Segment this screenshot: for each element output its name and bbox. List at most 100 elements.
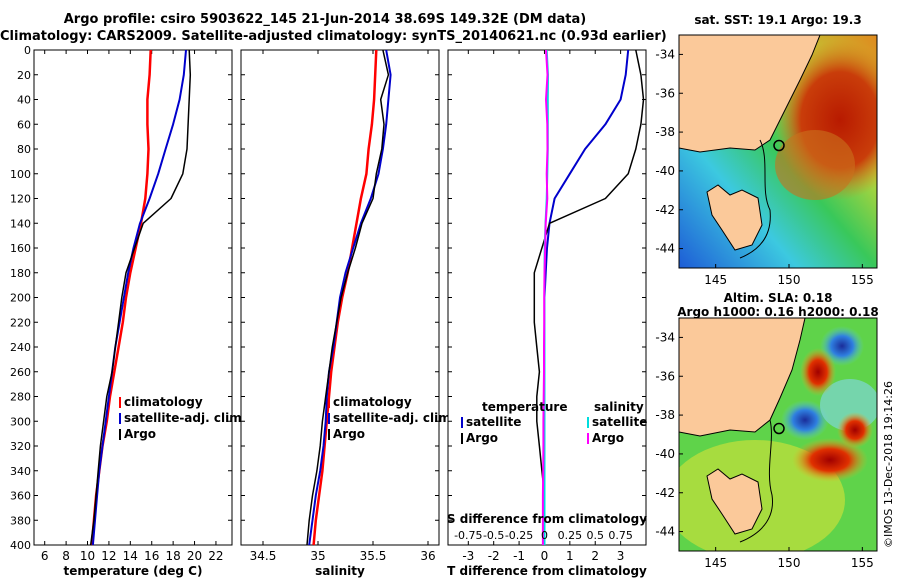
x-tick-label: -3 [462,549,474,563]
legend-label: Argo [466,431,498,445]
x-tick-label: 36 [420,549,435,563]
legend-heading: salinity [594,400,644,414]
panel-salinity-panel: 34.5 35 35.5 36 salinity climatology satellite… [240,49,455,578]
top-tick-label: 0.25 [558,529,583,542]
depth-tick-label: 20 [17,69,31,82]
map-y-tick-label: -38 [655,408,675,422]
sla-axis: 145 150 155 -34 -36 -38 -40 -42 -44 [655,330,873,570]
x-tick-label: -2 [488,549,500,563]
legend-label: satellite-adj. clim. [124,411,246,425]
x-tick-label: 14 [123,549,138,563]
depth-tick-label: 40 [17,94,31,107]
x-tick-label: 16 [144,549,159,563]
map-y-tick-label: -40 [655,164,675,178]
top-tick-label: 0 [541,529,548,542]
profile-plots: 0204060801001201401601802002202402602803… [10,44,647,578]
map-y-tick-label: -38 [655,125,675,139]
x-tick-label: 1 [566,549,574,563]
map-y-tick-label: -34 [655,47,675,61]
x-tick-label: 35.5 [360,549,387,563]
map-y-tick-label: -44 [655,242,675,256]
depth-tick-label: 120 [10,193,31,206]
legend-label: climatology [333,395,412,409]
x-tick-label: 2 [591,549,599,563]
x-axis-label: T difference from climatology [447,564,647,578]
map-x-tick-label: 155 [851,273,874,287]
x-axis-label: salinity [315,564,365,578]
depth-tick-label: 400 [10,539,31,552]
x-tick-label: 12 [101,549,116,563]
legend-label: satellite [466,415,521,429]
warm-filament [775,130,855,200]
series-line-t-argo [533,49,645,545]
map-y-tick-label: -36 [655,369,675,383]
sst-isobath [739,139,771,259]
x-tick-label: 20 [187,549,202,563]
x-tick-label: 3 [617,549,625,563]
panel-temperature-panel: 0 20 40 60 80 100 120 140 160 180 200 220 240 260 280 3… [10,44,246,578]
cold-eddy-mid [781,400,829,440]
x-tick-label: -1 [513,549,525,563]
title-line-2: Climatology: CARS2009. Satellite-adjuste… [0,29,667,44]
depth-tick-label: 380 [10,514,31,527]
top-tick-label: -0.75 [454,529,482,542]
x-tick-label: 8 [62,549,70,563]
depth-tick-label: 240 [10,341,31,354]
x-tick-label: 10 [80,549,95,563]
tasmania-island [706,184,763,251]
map-x-tick-label: 145 [704,273,727,287]
x-tick-label: 0 [541,549,549,563]
tasmania-island-sla [706,468,763,535]
argo-position-marker [773,139,785,152]
legend-label: climatology [124,395,203,409]
map-y-tick-label: -42 [655,203,675,217]
depth-tick-label: 80 [17,143,31,156]
series-line-argo [306,49,390,546]
depth-tick-label: 180 [10,267,31,280]
x-tick-label: 34.5 [250,549,277,563]
top-tick-label: -0.25 [505,529,533,542]
map-x-tick-label: 150 [778,556,801,570]
map-y-tick-label: -34 [655,330,675,344]
map-x-tick-label: 145 [704,556,727,570]
depth-tick-label: 140 [10,217,31,230]
depth-tick-label: 260 [10,366,31,379]
sla-map-subtitle: Argo h1000: 0.16 h2000: 0.18 [677,305,878,319]
depth-tick-label: 340 [10,465,31,478]
depth-tick-label: 220 [10,316,31,329]
depth-tick-label: 60 [17,118,31,131]
top-axis-label: S difference from climatology [447,512,647,526]
warm-eddy-south [792,438,868,482]
panel-frame [33,49,233,546]
legend-label: Argo [333,427,365,441]
top-tick-label: 0.75 [608,529,633,542]
top-tick-label: 0.5 [586,529,604,542]
top-tick-label: -0.5 [483,529,504,542]
panel-difference-panel: -3 -2 -1 0 1 2 3T difference from climatology S… [447,49,647,578]
x-tick-label: 22 [208,549,223,563]
legend-label: satellite [592,415,647,429]
depth-tick-label: 200 [10,292,31,305]
series-line-satellite-adj-clim- [91,49,187,546]
legend-label: satellite-adj. clim. [333,411,455,425]
map-y-tick-label: -42 [655,486,675,500]
map-y-tick-label: -40 [655,447,675,461]
legend-heading: temperature [482,400,567,414]
argo-position-marker-sla [773,422,785,435]
sst-map: 145 150 155 -34 -36 -38 -40 -42 -44 [655,34,878,287]
sla-map-title: Altim. SLA: 0.18 [724,291,833,305]
depth-tick-label: 280 [10,391,31,404]
series-line-satellite-adj-clim- [308,49,392,546]
copyright-stamp: ©IMOS 13-Dec-2018 19:14:26 [882,381,895,548]
warm-eddy-east [837,412,873,448]
depth-tick-label: 360 [10,490,31,503]
depth-tick-label: 0 [24,44,31,57]
sla-map-frame [678,317,878,552]
legend-label: Argo [124,427,156,441]
sla-isobath [739,419,774,543]
series-line-argo [89,49,192,546]
warm-eddy-north [800,348,836,396]
x-tick-label: 35 [310,549,325,563]
depth-tick-label: 320 [10,440,31,453]
